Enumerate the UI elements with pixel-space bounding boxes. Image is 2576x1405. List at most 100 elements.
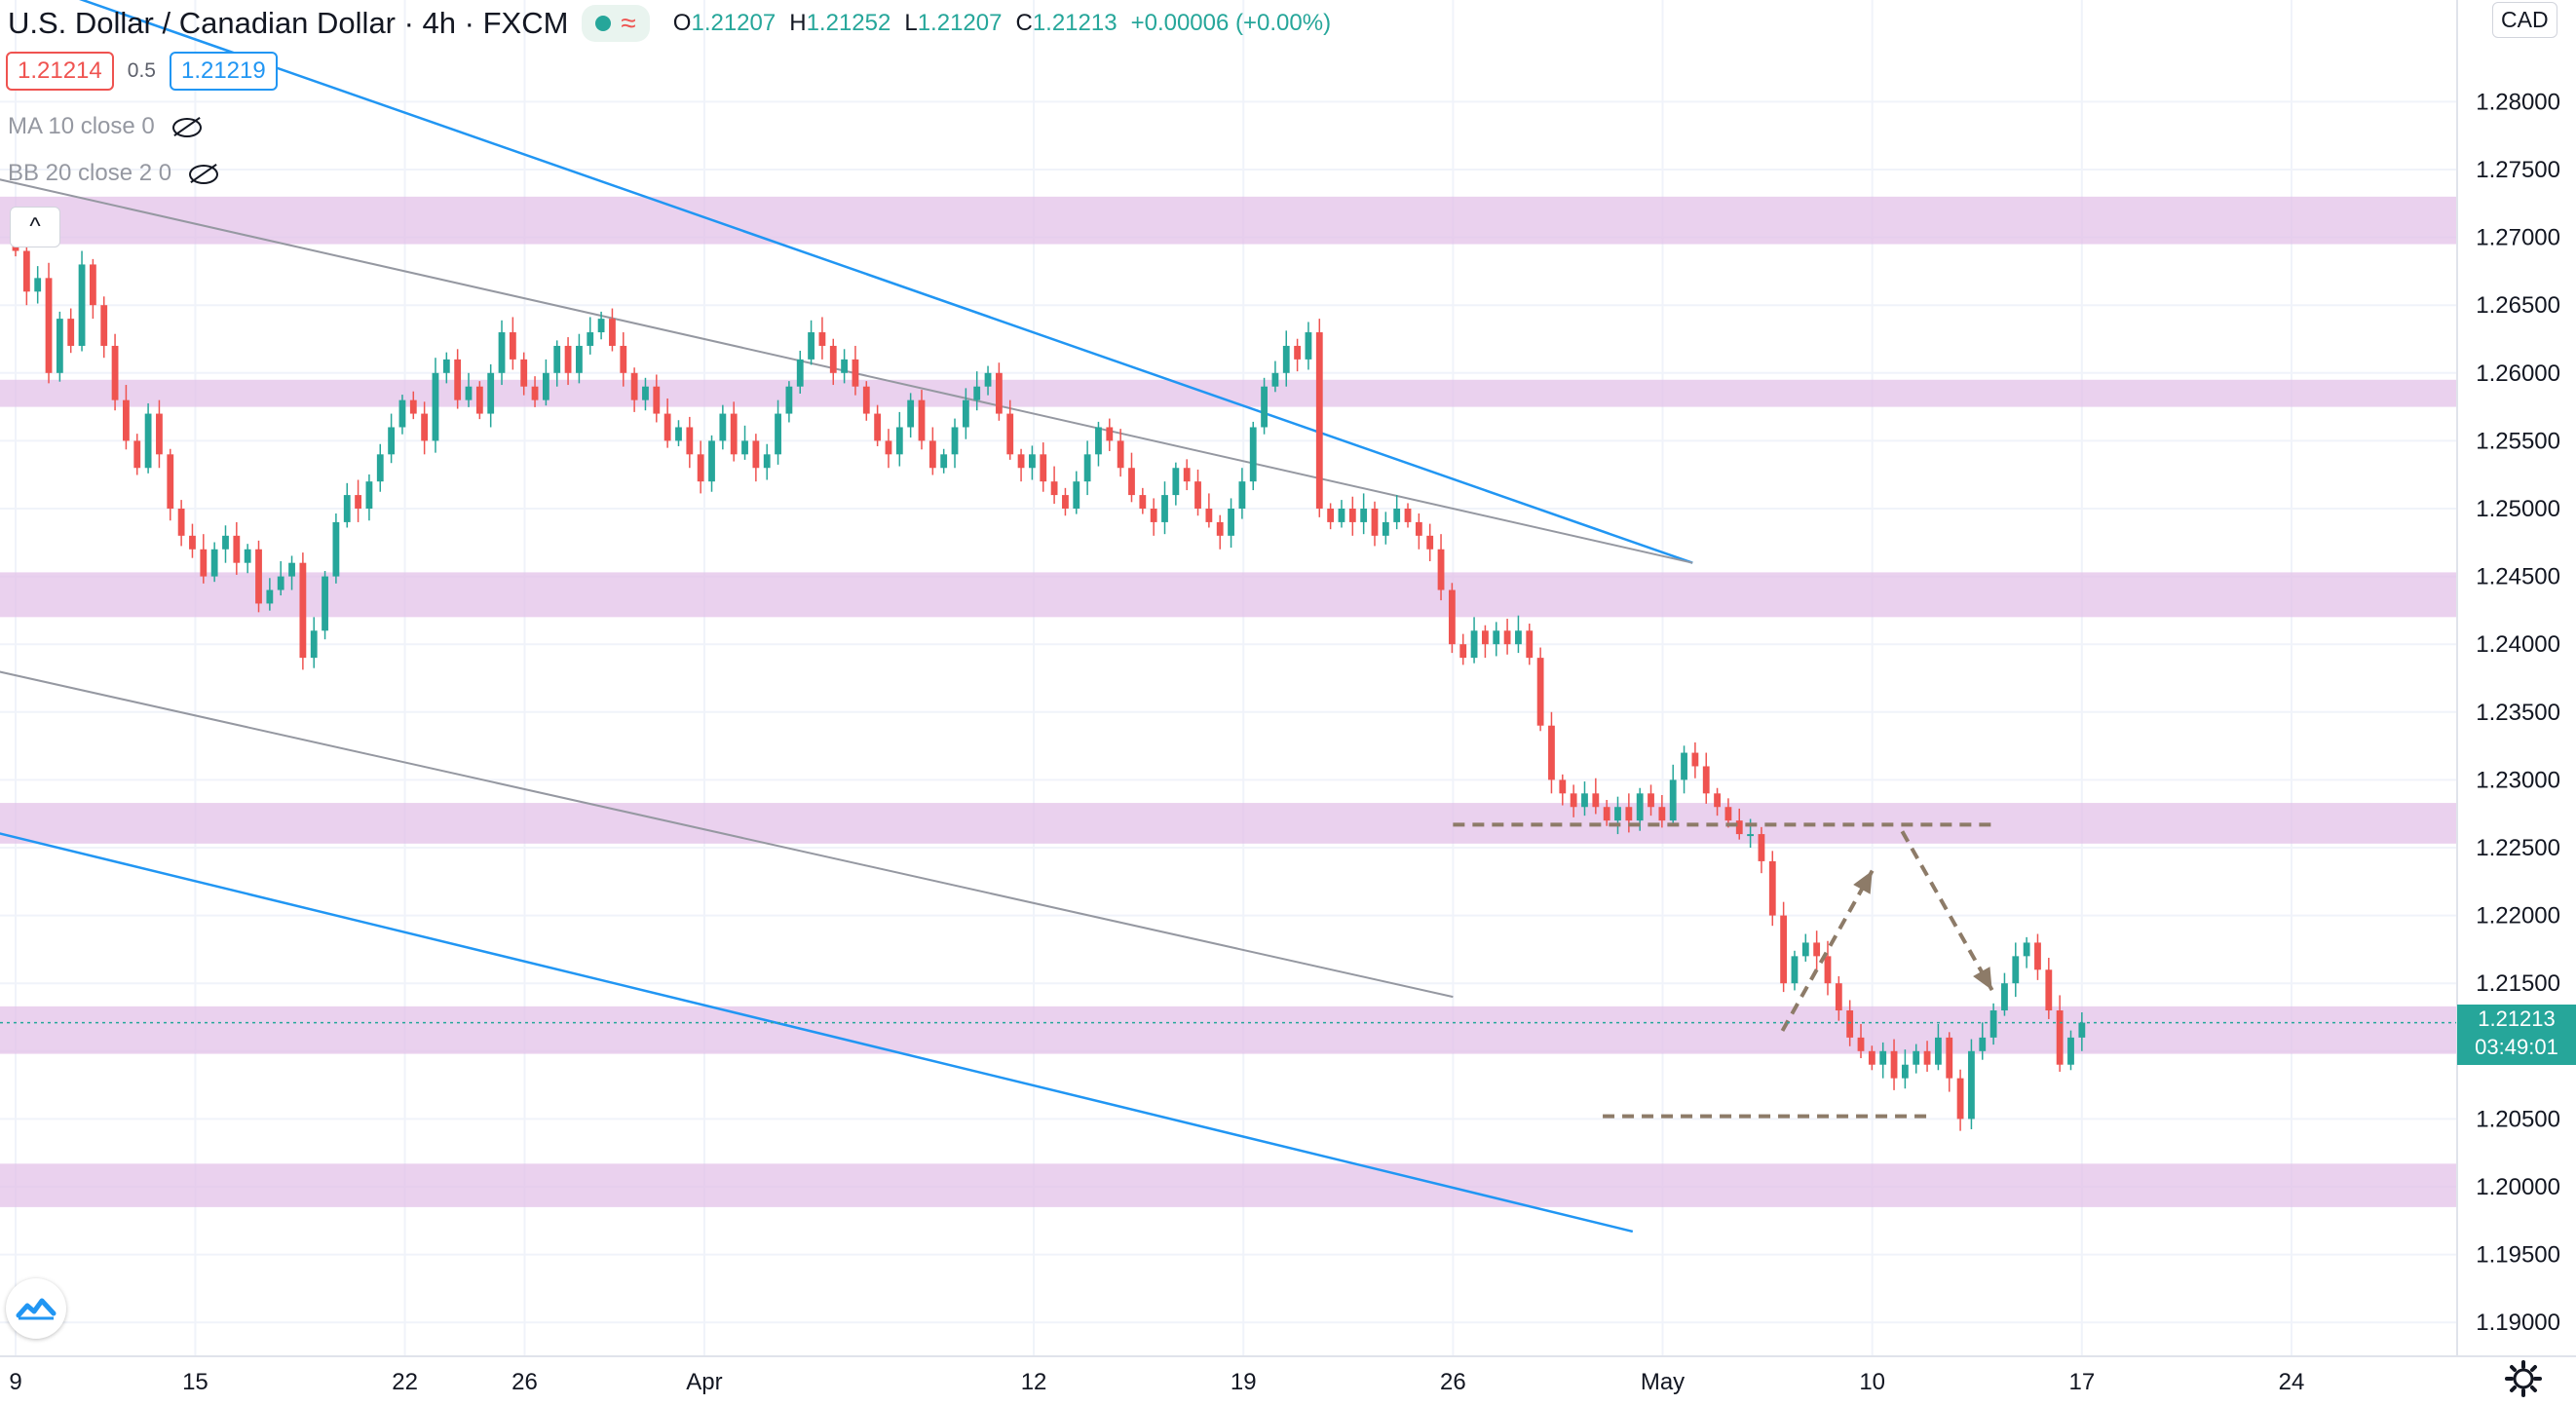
candle-body [808, 332, 814, 360]
candle-body [1901, 1064, 1909, 1079]
price-tick-label: 1.23500 [2476, 700, 2560, 726]
candle-body [1106, 427, 1114, 441]
candle-body [1194, 481, 1201, 509]
candle-body [1702, 766, 1710, 794]
candle-body [78, 264, 86, 346]
tradingview-logo-icon[interactable] [6, 1278, 66, 1339]
candle-body [189, 535, 196, 550]
price-tick-label: 1.26000 [2476, 361, 2560, 387]
candle-body [1714, 793, 1721, 808]
candle-body [1128, 468, 1135, 496]
price-axis: 1.28000 1.27500 1.27000 1.26500 1.26000 1.255… [2456, 0, 2576, 1356]
candle-body [1526, 630, 1534, 659]
candle-body [1724, 807, 1732, 821]
sell-price-button[interactable]: 1.21214 [6, 52, 114, 91]
price-tick-label: 1.20500 [2476, 1106, 2560, 1132]
market-status[interactable]: ≈ [582, 5, 650, 42]
channel-lower-line [0, 832, 1634, 1234]
zone-band [0, 1163, 2457, 1207]
channel-mid-line [0, 670, 1454, 999]
eye-hidden-icon[interactable] [187, 162, 220, 185]
collapse-legend-button[interactable]: ^ [10, 207, 60, 247]
open-value: 1.21207 [691, 10, 777, 36]
last-price-value: 1.21213 [2478, 1006, 2556, 1031]
settings-gear-icon[interactable] [2504, 1359, 2543, 1398]
candle-body [1470, 630, 1478, 659]
candle-body [1029, 454, 1036, 469]
candle-body [1801, 942, 1809, 957]
candle-body [829, 345, 837, 373]
buy-price-button[interactable]: 1.21219 [169, 52, 278, 91]
price-tick-label: 1.22000 [2476, 903, 2560, 930]
candle-body [465, 386, 473, 400]
candle-body [2078, 1022, 2086, 1038]
candle-body [741, 440, 748, 455]
time-axis: 9 15 22 26 Apr 12 19 26 May 10 17 24 [0, 1355, 2576, 1405]
candle-body [962, 399, 969, 428]
candle-body [576, 345, 583, 373]
candle-body [1813, 942, 1821, 957]
candle-body [1426, 535, 1434, 550]
candle-body [973, 386, 981, 400]
eye-hidden-icon[interactable] [170, 115, 204, 138]
candle-body [697, 454, 704, 482]
candle-body [255, 549, 262, 604]
candle-body [1890, 1050, 1898, 1079]
projection-down-line [1900, 830, 1994, 992]
candle-body [587, 332, 594, 346]
time-axis-bg [0, 1356, 2576, 1405]
candle-body [1073, 481, 1080, 509]
candle-body [1989, 1010, 1997, 1038]
candle-body [2067, 1037, 2074, 1065]
candle-body [1758, 834, 1765, 861]
candle-body [1747, 834, 1755, 837]
price-tick-label: 1.24500 [2476, 564, 2560, 590]
candle-body [531, 386, 539, 400]
high-label: H [789, 10, 807, 36]
candle-body [862, 386, 870, 414]
indicator-bb[interactable]: BB 20 close 2 0 [8, 160, 220, 187]
zone-band [0, 572, 2457, 618]
candle-body [885, 440, 892, 455]
candle-body [1238, 481, 1246, 509]
candle-body [564, 345, 572, 373]
candle-body [763, 454, 771, 469]
currency-badge[interactable]: CAD [2492, 2, 2557, 38]
candle-body [111, 345, 119, 400]
candle-body [475, 386, 483, 414]
candle-body [1183, 468, 1191, 482]
candle-body [1338, 509, 1345, 522]
candle-body [940, 454, 948, 469]
candle-body [409, 399, 417, 414]
candle-body [642, 386, 649, 400]
chart-header: U.S. Dollar / Canadian Dollar · 4h · FXC… [8, 2, 1331, 45]
candle-body [2012, 956, 2020, 984]
zone-band [0, 379, 2457, 407]
candle-body [322, 576, 328, 631]
candle-body [1249, 427, 1257, 482]
candle-body [1062, 495, 1069, 509]
candle-body [498, 332, 506, 373]
time-tick-label: 26 [1440, 1369, 1466, 1395]
symbol-title[interactable]: U.S. Dollar / Canadian Dollar · 4h · FXC… [8, 6, 569, 40]
candle-body [1603, 807, 1610, 821]
projection-arrows [0, 822, 2457, 1119]
candle-body [609, 319, 616, 346]
candle-body [1868, 1050, 1875, 1065]
candle-body [1570, 793, 1577, 808]
candle-body [1846, 1010, 1854, 1038]
price-axis-bg [2457, 0, 2576, 1356]
low-label: L [904, 10, 918, 36]
candle-body [907, 399, 915, 428]
time-tick-label: 10 [1859, 1369, 1885, 1395]
quote-row: 1.21214 0.5 1.21219 [6, 52, 278, 91]
candle-body [1979, 1037, 1987, 1051]
candle-body [1658, 807, 1666, 821]
indicator-ma[interactable]: MA 10 close 0 [8, 113, 204, 140]
candle-body [1581, 793, 1588, 808]
candle-body [1636, 793, 1644, 821]
candle-body [597, 319, 605, 333]
channel-mid-line [0, 178, 1693, 564]
time-tick-label: 17 [2068, 1369, 2095, 1395]
